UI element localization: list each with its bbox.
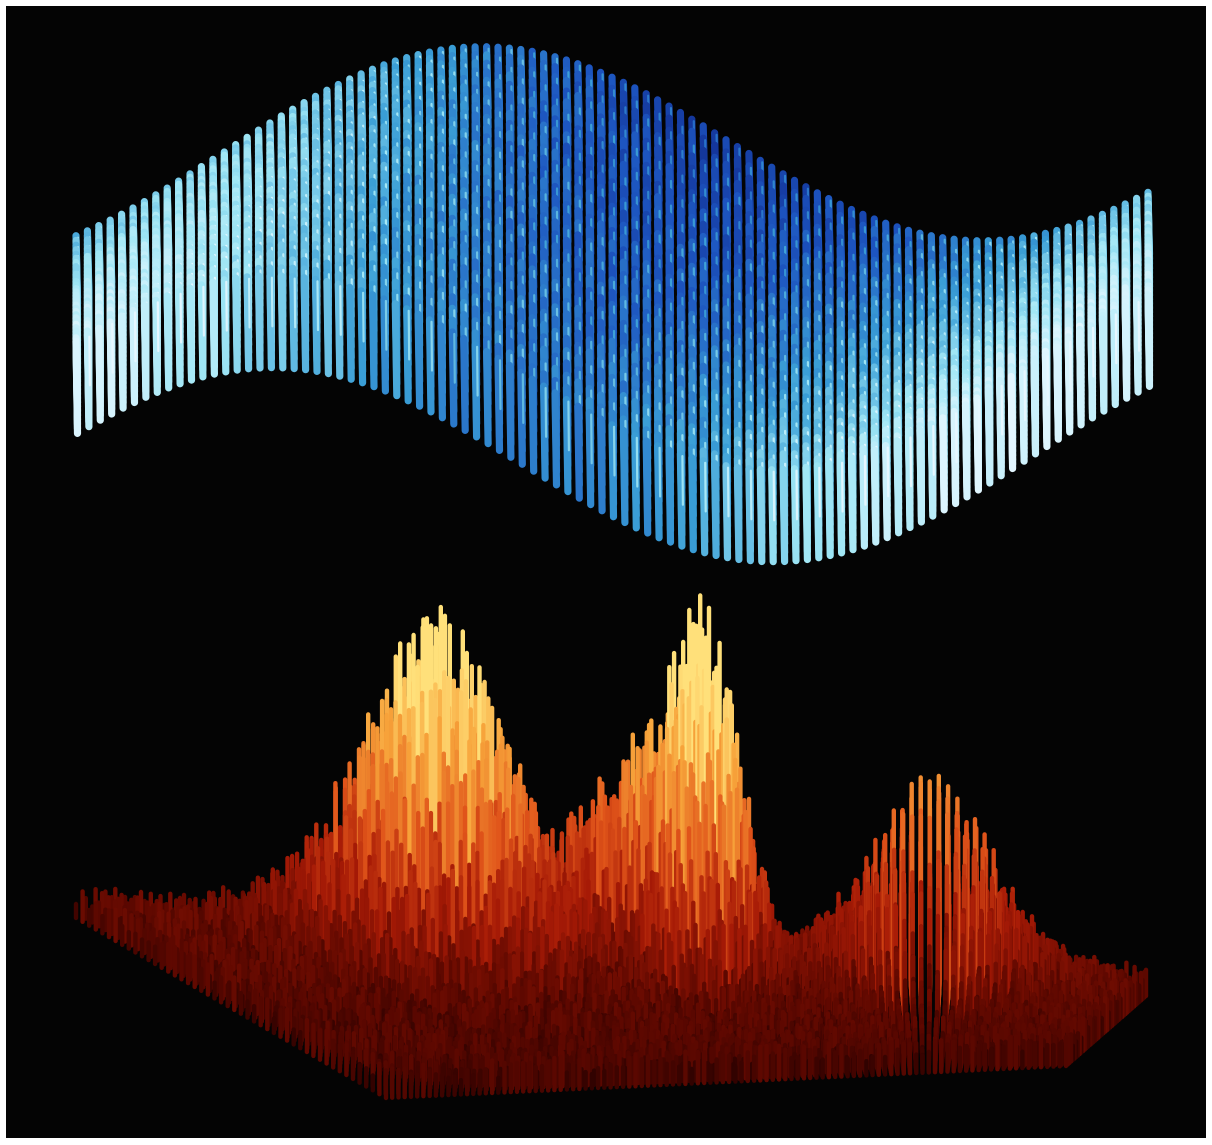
wave-surface — [72, 43, 1154, 566]
scene-canvas — [6, 6, 1206, 1138]
image-frame — [6, 6, 1206, 1138]
peaks-surface — [73, 593, 1149, 1101]
